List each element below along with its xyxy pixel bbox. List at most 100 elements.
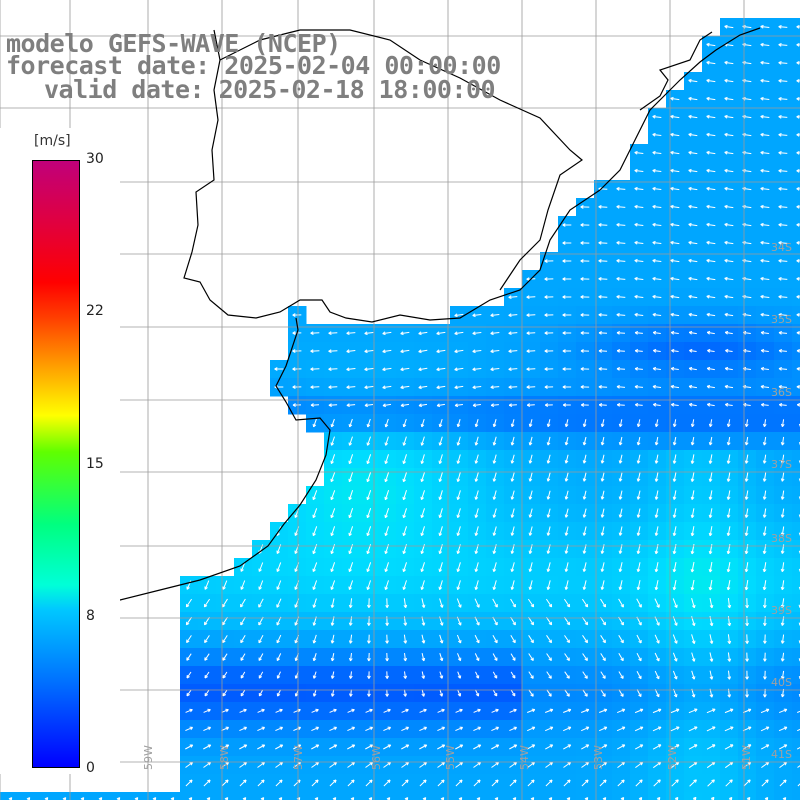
wind-arrow — [240, 580, 246, 590]
wind-cell — [792, 36, 800, 55]
wind-arrow — [204, 689, 210, 697]
wind-arrow — [600, 598, 606, 608]
wind-arrow — [490, 403, 499, 408]
wind-arrow — [385, 652, 389, 662]
wind-arrow — [312, 490, 318, 501]
wind-arrow — [222, 689, 228, 697]
wind-cell — [450, 792, 469, 800]
wind-arrow — [456, 562, 461, 573]
wind-cell — [792, 432, 800, 451]
wind-arrow — [688, 258, 698, 263]
wind-arrow — [691, 634, 696, 644]
wind-arrow — [526, 349, 536, 353]
wind-arrow — [634, 330, 643, 335]
wind-arrow — [778, 348, 787, 353]
wind-arrow — [545, 616, 553, 626]
wind-arrow — [762, 598, 767, 609]
wind-arrow — [385, 598, 389, 608]
wind-arrow — [689, 348, 697, 353]
wind-arrow — [476, 797, 481, 800]
wind-arrow — [275, 708, 283, 713]
wind-arrow — [420, 436, 425, 446]
wind-arrow — [422, 797, 427, 800]
wind-arrow — [780, 652, 785, 662]
wind-arrow — [670, 222, 680, 227]
wind-arrow — [526, 313, 536, 317]
wind-arrow — [600, 508, 605, 518]
wind-arrow — [580, 367, 590, 371]
wind-arrow — [420, 472, 425, 483]
wind-arrow — [796, 331, 800, 335]
wind-cell — [432, 792, 451, 800]
wind-arrow — [616, 366, 626, 371]
wind-arrow — [634, 708, 644, 714]
wind-arrow — [402, 472, 407, 483]
wind-arrow — [526, 385, 536, 389]
wind-arrow — [670, 132, 680, 137]
wind-arrow — [312, 598, 317, 608]
wind-arrow — [670, 96, 680, 101]
wind-arrow — [546, 436, 551, 446]
wind-arrow — [454, 349, 464, 354]
lat-label: 36S — [771, 386, 792, 399]
wind-arrow — [328, 403, 338, 407]
wind-arrow — [616, 204, 626, 209]
wind-arrow — [617, 779, 625, 787]
lon-label: 59W — [142, 745, 155, 770]
wind-arrow — [348, 418, 353, 428]
wind-arrow — [726, 436, 731, 446]
wind-arrow — [708, 579, 713, 591]
wind-arrow — [421, 598, 426, 608]
wind-arrow — [581, 779, 589, 787]
wind-arrow — [636, 652, 642, 662]
wind-arrow — [455, 708, 463, 713]
wind-arrow — [708, 526, 713, 537]
wind-arrow — [454, 385, 464, 390]
wind-arrow — [743, 779, 751, 787]
wind-arrow — [706, 60, 716, 65]
wind-arrow — [221, 762, 229, 768]
wind-arrow — [744, 508, 749, 518]
wind-arrow — [654, 580, 659, 591]
wind-cell — [792, 396, 800, 415]
wind-arrow — [796, 222, 800, 227]
wind-arrow — [527, 708, 536, 713]
wind-arrow — [348, 472, 354, 483]
wind-arrow — [366, 418, 371, 428]
wind-arrow — [600, 472, 605, 482]
wind-arrow — [634, 384, 644, 389]
wind-arrow — [454, 403, 463, 408]
wind-arrow — [419, 762, 427, 768]
wind-arrow — [598, 277, 608, 281]
wind-arrow — [510, 598, 516, 608]
wind-arrow — [760, 726, 770, 732]
wind-arrow — [508, 313, 518, 318]
wind-arrow — [203, 726, 212, 732]
wind-arrow — [438, 580, 443, 590]
wind-arrow — [724, 186, 734, 191]
wind-arrow — [780, 670, 785, 680]
wind-arrow — [329, 762, 337, 768]
wind-arrow — [454, 331, 464, 336]
colorbar-tick-8: 8 — [86, 608, 95, 624]
wind-arrow — [760, 708, 770, 714]
wind-arrow — [436, 331, 446, 336]
wind-arrow — [580, 403, 589, 407]
wind-arrow — [760, 258, 770, 263]
wind-arrow — [274, 367, 284, 371]
wind-cell — [792, 198, 800, 217]
wind-arrow — [652, 258, 662, 263]
wind-arrow — [474, 634, 480, 644]
wind-arrow — [402, 562, 407, 573]
wind-arrow — [311, 744, 320, 750]
wind-arrow — [403, 598, 408, 609]
wind-arrow — [706, 78, 716, 83]
wind-arrow — [652, 168, 662, 173]
wind-arrow — [562, 241, 572, 245]
wind-cell — [234, 792, 253, 800]
wind-arrow — [311, 726, 320, 732]
wind-arrow — [762, 454, 767, 464]
wind-arrow — [744, 562, 749, 573]
wind-arrow — [456, 508, 461, 518]
wind-arrow — [545, 779, 553, 787]
